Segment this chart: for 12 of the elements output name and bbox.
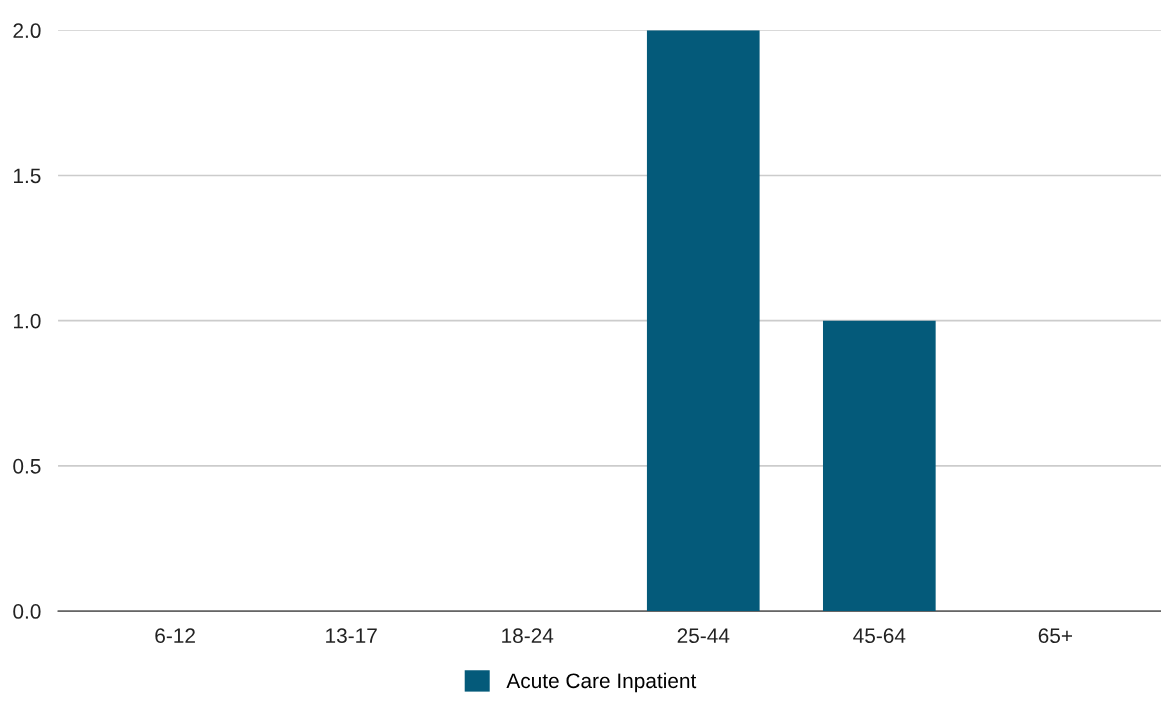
x-tick-label: 13-17 [326, 628, 377, 644]
x-tick-label: 45-64 [853, 628, 906, 644]
x-tick-label: 6-12 [155, 628, 195, 644]
y-tick-label: 0.5 [13, 458, 41, 474]
legend-label: Acute Care Inpatient [506, 672, 697, 693]
y-tick-label: 2.0 [13, 23, 41, 39]
x-tick-label: 25-44 [677, 628, 730, 644]
x-tick-label: 65+ [1038, 628, 1073, 644]
y-tick-label: 1.5 [14, 168, 41, 184]
y-tick-label: 1.0 [14, 313, 41, 329]
x-tick-label: 18-24 [502, 628, 554, 644]
y-tick-label: 0.0 [13, 604, 41, 619]
